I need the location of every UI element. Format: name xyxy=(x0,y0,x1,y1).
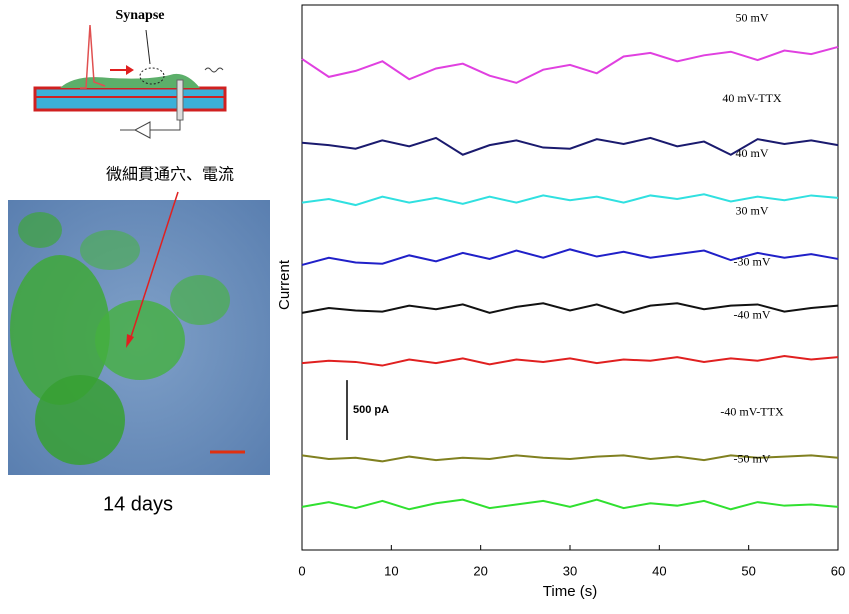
trace xyxy=(301,248,839,266)
caption: 14 days xyxy=(103,493,173,515)
legend-label: 30 mV xyxy=(736,203,769,217)
x-tick-label: 0 xyxy=(298,563,305,578)
trace xyxy=(301,354,839,367)
legend-label: 40 mV-TTX xyxy=(722,91,782,105)
schematic-label: Synapse xyxy=(115,8,164,23)
x-tick-label: 30 xyxy=(563,563,577,578)
trace xyxy=(301,193,839,207)
trace xyxy=(301,498,839,511)
trace xyxy=(301,454,839,463)
x-axis-label: Time (s) xyxy=(543,583,597,600)
plot-frame xyxy=(301,4,839,551)
legend-label: -40 mV xyxy=(734,307,771,321)
micrograph: 微細貫通穴、電流 14 days xyxy=(8,166,270,515)
trace xyxy=(301,45,839,84)
legend-label: -30 mV xyxy=(734,255,771,269)
x-tick-label: 40 xyxy=(652,563,666,578)
trace xyxy=(301,136,839,156)
x-tick-label: 20 xyxy=(473,563,487,578)
x-tick-label: 60 xyxy=(831,563,845,578)
x-tick-label: 50 xyxy=(741,563,755,578)
annotation: 微細貫通穴、電流 xyxy=(106,166,234,184)
y-axis-label: Current xyxy=(276,259,293,310)
scale-bar-label: 500 pA xyxy=(353,404,389,416)
legend-label: -40 mV-TTX xyxy=(720,404,784,418)
legend-label: -50 mV xyxy=(734,451,771,465)
trace xyxy=(301,302,839,314)
legend-label: 50 mV xyxy=(736,10,769,24)
schematic: Synapse xyxy=(33,8,227,139)
legend-label: 40 mV xyxy=(736,146,769,160)
x-tick-label: 10 xyxy=(384,563,398,578)
